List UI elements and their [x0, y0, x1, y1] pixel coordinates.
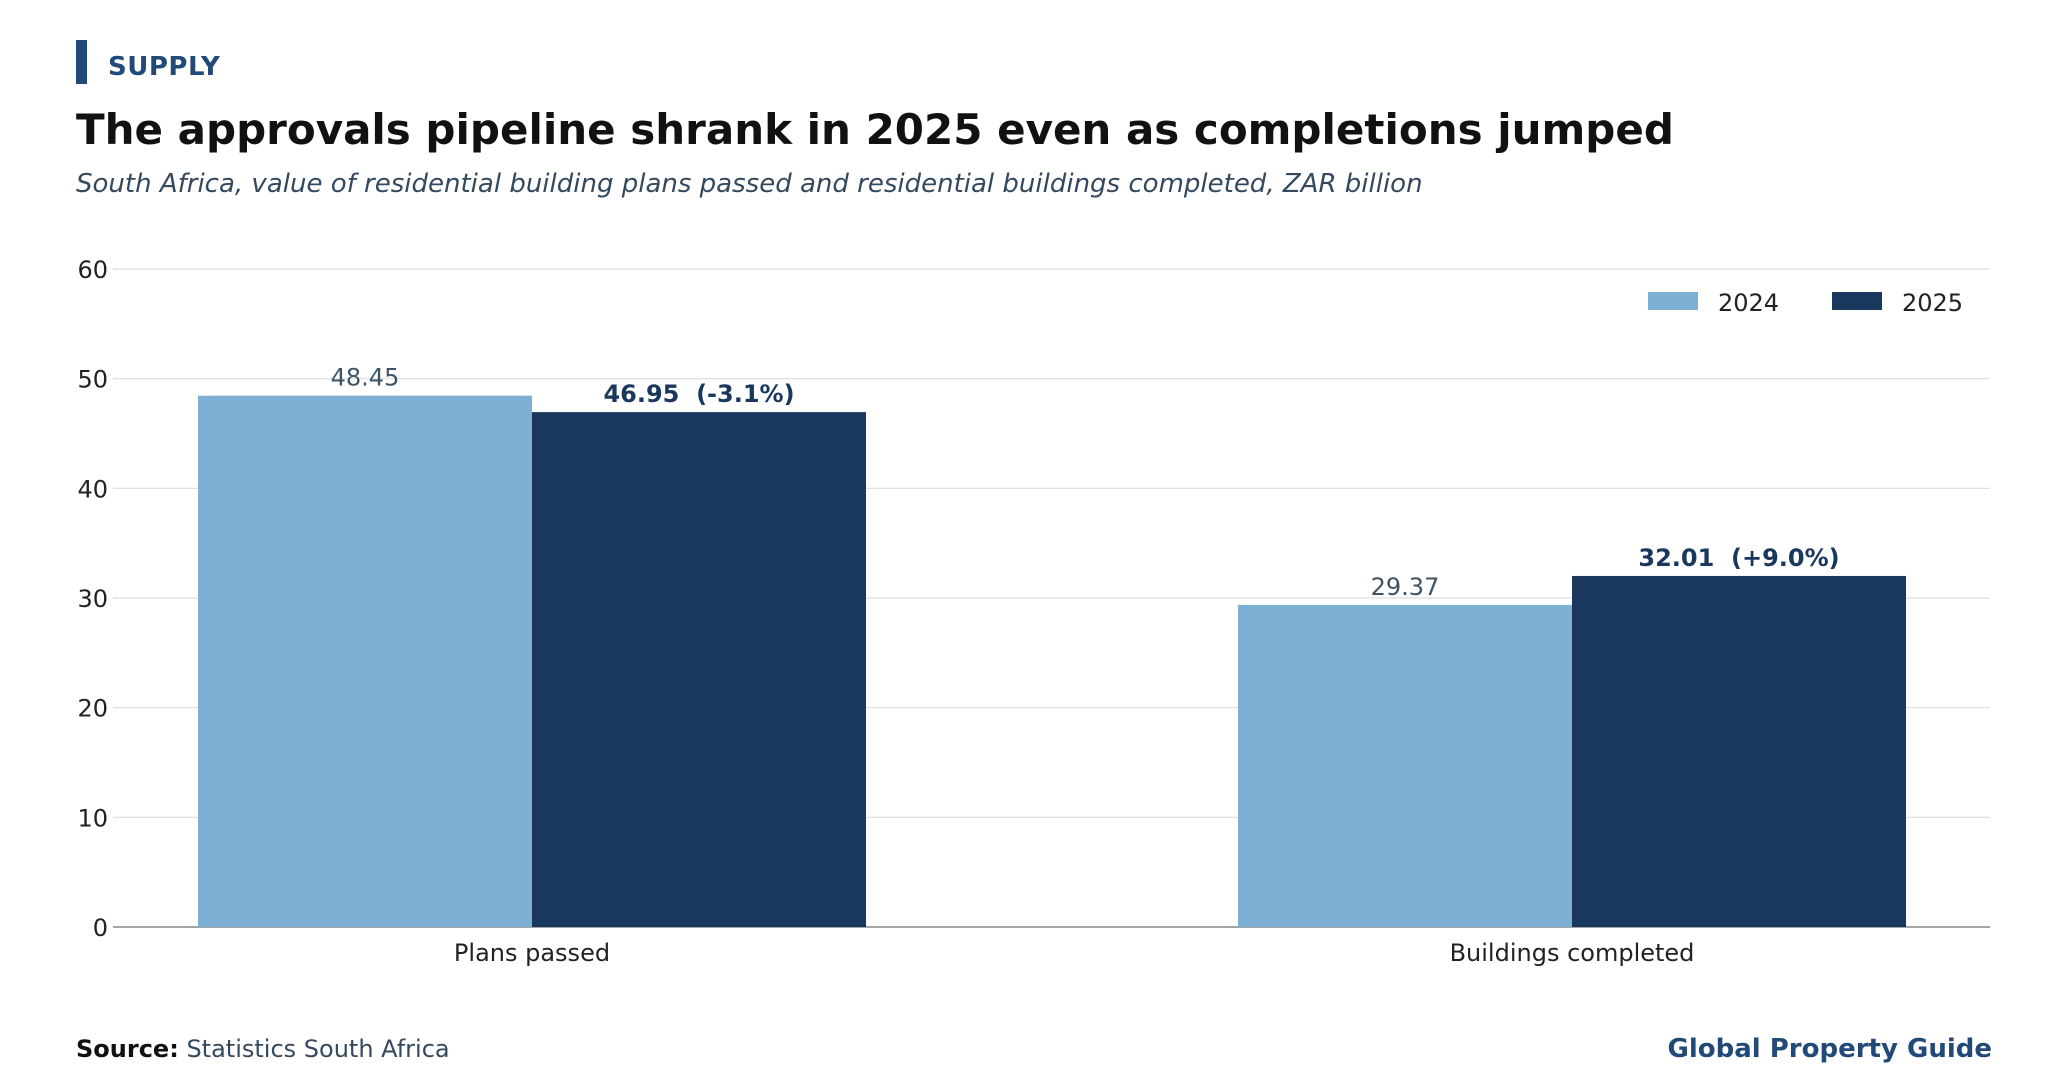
kicker-accent-bar [76, 40, 87, 84]
brand-name: Global Property Guide [1667, 1034, 1992, 1064]
legend-label: 2025 [1902, 289, 1963, 317]
y-tick-label: 40 [77, 475, 108, 503]
source-note: Source: Statistics South Africa [76, 1034, 450, 1064]
data-label: 32.01 (+9.0%) [1638, 544, 1839, 572]
bar-2025-buildings-completed [1572, 575, 1906, 927]
x-axis-ticks: Plans passed Buildings completed [454, 939, 1694, 967]
data-label: 46.95 (-3.1%) [603, 380, 794, 408]
y-tick-label: 50 [77, 366, 108, 394]
legend: 2024 2025 [1648, 289, 1963, 317]
data-labels: 48.45 46.95 (-3.1%) 29.37 32.01 (+9.0%) [331, 364, 1840, 601]
data-label: 29.37 [1371, 573, 1440, 601]
chart-subtitle: South Africa, value of residential build… [76, 169, 1423, 199]
source-label: Source: [76, 1035, 179, 1063]
y-axis-ticks: 0 10 20 30 40 50 60 [77, 256, 108, 942]
y-tick-label: 20 [77, 695, 108, 723]
chart-title: The approvals pipeline shrank in 2025 ev… [76, 105, 1674, 154]
bar-chart: 0 10 20 30 40 50 60 48.45 46.95 (-3.1%) 29.37 32.… [77, 256, 1990, 967]
bar-2024-buildings-completed [1238, 604, 1572, 927]
y-tick-label: 0 [93, 914, 108, 942]
legend-swatch [1832, 292, 1882, 310]
section-kicker: SUPPLY [108, 52, 221, 82]
source-text: Statistics South Africa [186, 1035, 450, 1063]
bar-2025-plans-passed [532, 412, 866, 927]
data-label: 48.45 [331, 364, 400, 392]
y-tick-label: 60 [77, 256, 108, 284]
y-tick-label: 30 [77, 585, 108, 613]
y-tick-label: 10 [77, 804, 108, 832]
x-tick-label: Plans passed [454, 939, 610, 967]
bar-2024-plans-passed [198, 395, 532, 927]
bars [198, 395, 1906, 927]
x-tick-label: Buildings completed [1450, 939, 1695, 967]
legend-swatch [1648, 292, 1698, 310]
legend-label: 2024 [1718, 289, 1779, 317]
